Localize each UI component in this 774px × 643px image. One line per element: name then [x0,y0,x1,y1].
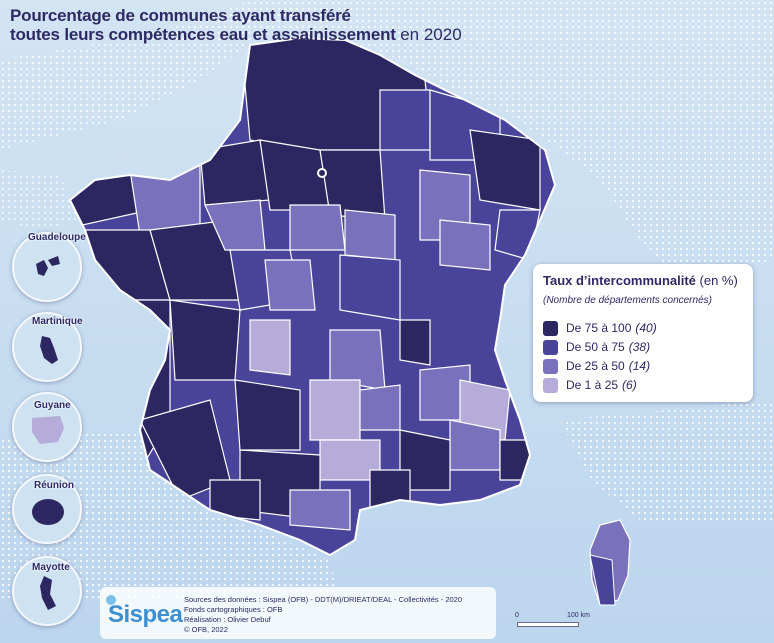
inset-reunion: Réunion [12,474,82,544]
sispea-logo-icon [106,595,116,605]
inset-label-reunion: Réunion [34,480,74,491]
neighbour-land [0,0,774,600]
map-title: Pourcentage de communes ayant transféré … [10,6,480,45]
title-line-1: Pourcentage de communes ayant transféré [10,6,351,25]
legend-count: (38) [628,340,651,354]
legend-unit: (en %) [699,273,738,288]
inset-label-guyane: Guyane [34,400,71,411]
france-outline [68,36,557,557]
sispea-logo: Sispea [108,601,183,628]
legend-subtitle: (Nombre de départements concernés) [543,295,712,306]
inset-label-martinique: Martinique [32,316,83,327]
credit-sources: Sources des données : Sispea (OFB) - DDT… [184,595,463,604]
legend-count: (40) [635,321,657,335]
inset-label-guadeloupe: Guadeloupe [28,232,86,243]
inset-mayotte: Mayotte [12,556,82,626]
credit-copyright: © OFB, 2022 [184,625,228,634]
credits-box: Sispea Sources des données : Sispea (OFB… [100,587,496,639]
legend-swatch [543,320,558,336]
legend-count: (14) [628,359,651,373]
inset-guadeloupe: Guadeloupe [12,232,86,302]
legend-swatch [543,377,558,393]
inset-label-mayotte: Mayotte [32,562,70,573]
legend: Taux d’intercommunalité (en %) (Nombre d… [533,264,753,402]
title-line-2: toutes leurs compétences eau et assainis… [10,25,396,44]
legend-label: De 75 à 100 [566,321,632,335]
legend-label: De 25 à 50 [566,359,625,373]
inset-martinique: Martinique [12,312,83,382]
scale-start: 0 [515,612,519,619]
legend-swatch [543,358,558,374]
inset-guyane: Guyane [12,392,82,462]
legend-title: Taux d’intercommunalité (en %) [543,273,738,288]
legend-swatch [543,339,558,355]
credit-realisation: Réalisation : Olivier Debuf [184,615,271,624]
legend-item: De 1 à 25 (6) [543,377,637,393]
legend-label: De 1 à 25 [566,378,619,392]
legend-item: De 50 à 75 (38) [543,339,650,355]
legend-label: De 50 à 75 [566,340,625,354]
credit-fonds: Fonds cartographiques : OFB [184,605,283,614]
scale-end: 100 km [567,612,590,619]
legend-count: (6) [622,378,637,392]
scale-bar: 0 100 km [515,612,605,632]
legend-title-text: Taux d’intercommunalité [543,273,696,288]
title-year: en 2020 [400,25,462,44]
legend-item: De 75 à 100 (40) [543,320,657,336]
scale-line [517,622,579,627]
legend-item: De 25 à 50 (14) [543,358,650,374]
